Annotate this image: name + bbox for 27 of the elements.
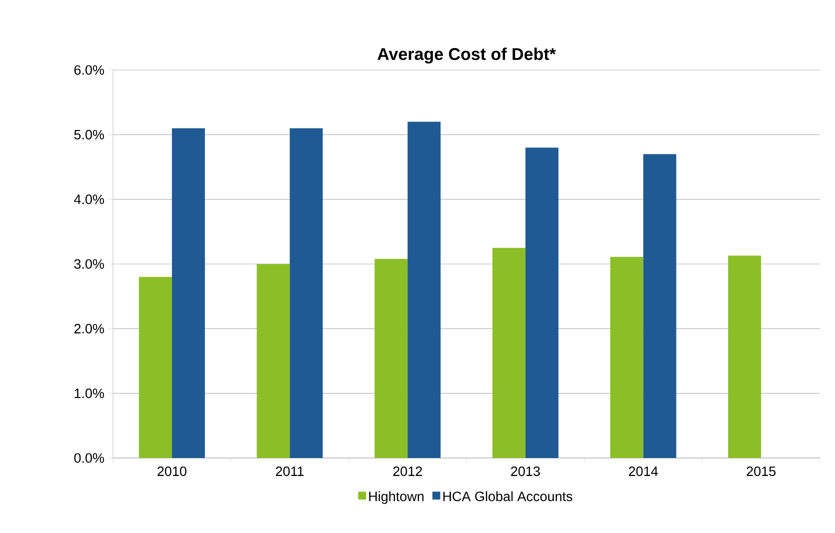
chart-title: Average Cost of Debt* bbox=[378, 48, 556, 64]
bar bbox=[172, 128, 205, 458]
x-tick-label: 2010 bbox=[158, 466, 186, 476]
y-tick-label: 3.0% bbox=[74, 259, 104, 269]
y-tick-label: 5.0% bbox=[74, 130, 104, 140]
x-tick-label: 2012 bbox=[393, 466, 422, 476]
y-tick-label: 6.0% bbox=[74, 65, 104, 75]
bar bbox=[728, 256, 762, 458]
legend-label: Hightown bbox=[369, 491, 424, 504]
bar bbox=[290, 128, 323, 458]
bar bbox=[643, 154, 676, 458]
bar bbox=[610, 256, 644, 458]
y-tick-label: 4.0% bbox=[74, 194, 104, 204]
bar bbox=[374, 258, 408, 458]
legend-label: HCA Global Accounts bbox=[443, 491, 572, 502]
bar bbox=[138, 276, 172, 458]
bar bbox=[408, 122, 441, 458]
x-tick-label: 2015 bbox=[746, 466, 776, 476]
x-tick-label: 2014 bbox=[628, 466, 658, 476]
y-tick-label: 0.0% bbox=[74, 453, 104, 463]
x-tick-label: 2011 bbox=[276, 466, 304, 476]
bar bbox=[525, 148, 558, 458]
bar bbox=[256, 264, 290, 458]
y-tick-label: 1.0% bbox=[74, 388, 104, 398]
bar bbox=[492, 248, 526, 458]
x-tick-label: 2013 bbox=[511, 466, 540, 476]
y-tick-label: 2.0% bbox=[74, 324, 104, 334]
